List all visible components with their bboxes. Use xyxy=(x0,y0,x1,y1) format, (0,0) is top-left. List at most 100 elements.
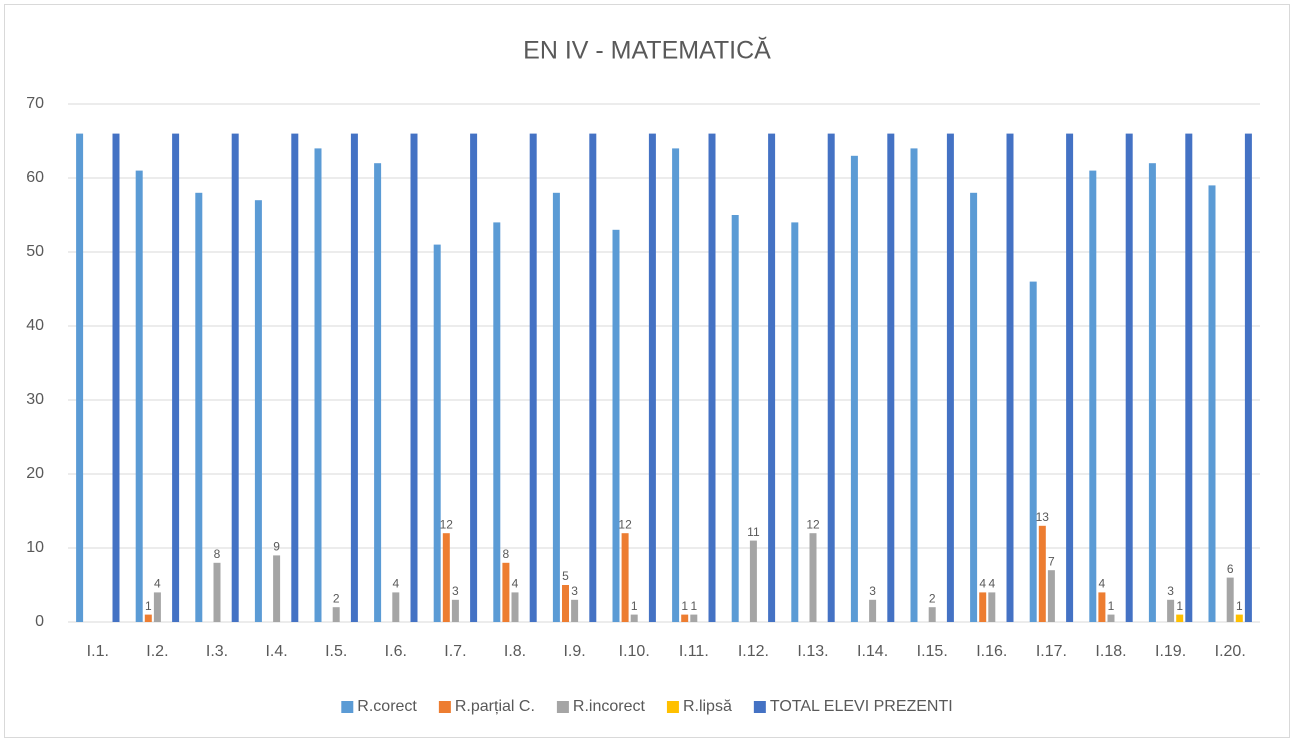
bar xyxy=(273,555,281,622)
bar xyxy=(291,133,299,622)
y-tick-label: 50 xyxy=(26,243,44,260)
bar xyxy=(511,592,519,622)
bar xyxy=(562,585,569,622)
bar xyxy=(529,133,537,622)
legend-swatch xyxy=(438,701,451,713)
y-tick-label: 30 xyxy=(26,391,44,408)
data-label: 1 xyxy=(1236,599,1243,613)
data-label: 11 xyxy=(747,525,760,539)
bar xyxy=(1066,133,1074,622)
bar xyxy=(493,222,501,622)
bar xyxy=(1185,133,1193,622)
bar xyxy=(791,222,799,622)
bar xyxy=(988,592,996,622)
data-label: 4 xyxy=(988,577,995,591)
y-tick-label: 0 xyxy=(35,613,44,630)
data-label: 4 xyxy=(1099,577,1106,591)
y-tick-label: 70 xyxy=(26,95,44,112)
legend-label: R.parțial C. xyxy=(455,698,535,715)
bar xyxy=(410,133,418,622)
bar xyxy=(374,163,382,622)
x-tick-label: I.6. xyxy=(385,643,407,660)
bar xyxy=(672,148,680,622)
data-label: 1 xyxy=(690,599,697,613)
data-label: 3 xyxy=(452,584,459,598)
data-label: 8 xyxy=(503,547,510,561)
x-tick-label: I.16. xyxy=(976,643,1007,660)
legend-swatch xyxy=(753,701,766,713)
bar xyxy=(749,540,757,622)
x-tick-label: I.12. xyxy=(738,643,769,660)
bar xyxy=(850,155,858,623)
bar xyxy=(887,133,895,622)
data-label: 1 xyxy=(681,599,688,613)
bar xyxy=(1208,185,1216,622)
data-label: 8 xyxy=(214,547,221,561)
bar xyxy=(1029,281,1037,622)
data-label: 4 xyxy=(512,577,519,591)
bar xyxy=(254,200,262,622)
bar xyxy=(648,133,656,622)
bar xyxy=(571,599,579,622)
data-label: 7 xyxy=(1048,554,1055,568)
x-tick-label: I.19. xyxy=(1155,643,1186,660)
data-label: 2 xyxy=(333,591,340,605)
bar xyxy=(768,133,776,622)
data-label: 4 xyxy=(392,577,399,591)
x-tick-label: I.7. xyxy=(444,643,466,660)
x-tick-label: I.8. xyxy=(504,643,526,660)
bar xyxy=(1089,170,1097,622)
legend-label: TOTAL ELEVI PREZENTI xyxy=(770,698,953,715)
bar xyxy=(690,614,698,622)
bar xyxy=(1148,163,1156,622)
data-label: 5 xyxy=(562,569,569,583)
legend-label: R.incorect xyxy=(573,698,646,715)
bar xyxy=(928,607,936,622)
bar xyxy=(621,533,629,622)
bar xyxy=(1235,614,1243,622)
bar xyxy=(392,592,400,622)
bar xyxy=(1167,599,1175,622)
bar xyxy=(979,592,987,622)
data-label: 3 xyxy=(571,584,578,598)
bar xyxy=(314,148,322,622)
x-tick-label: I.5. xyxy=(325,643,347,660)
data-label: 3 xyxy=(869,584,876,598)
bar xyxy=(451,599,459,622)
data-label: 1 xyxy=(145,599,152,613)
bar xyxy=(172,133,180,622)
x-tick-label: I.15. xyxy=(917,643,948,660)
x-tick-label: I.18. xyxy=(1095,643,1126,660)
data-label: 6 xyxy=(1227,562,1234,576)
data-label: 12 xyxy=(806,517,820,531)
x-tick-label: I.3. xyxy=(206,643,228,660)
x-tick-label: I.13. xyxy=(797,643,828,660)
data-label: 9 xyxy=(273,540,280,554)
bar xyxy=(708,133,716,622)
legend-swatch xyxy=(666,701,679,713)
bar xyxy=(1226,577,1234,622)
x-tick-label: I.11. xyxy=(679,643,709,660)
bar xyxy=(946,133,954,622)
x-tick-label: I.4. xyxy=(265,643,287,660)
y-tick-label: 40 xyxy=(26,317,44,334)
bar xyxy=(153,592,161,622)
bar xyxy=(1098,592,1106,622)
data-label: 4 xyxy=(979,577,986,591)
x-tick-label: I.17. xyxy=(1036,643,1067,660)
data-label: 4 xyxy=(154,577,161,591)
legend-label: R.corect xyxy=(357,698,417,715)
x-tick-label: I.9. xyxy=(563,643,585,660)
bar xyxy=(731,215,739,622)
bar xyxy=(350,133,358,622)
x-tick-label: I.1. xyxy=(87,643,109,660)
bar xyxy=(612,229,620,623)
bar xyxy=(589,133,597,622)
bar xyxy=(970,192,978,623)
x-tick-label: I.14. xyxy=(857,643,888,660)
x-tick-label: I.2. xyxy=(146,643,168,660)
legend-swatch xyxy=(341,701,354,713)
bar xyxy=(1038,525,1046,622)
bar xyxy=(681,614,689,622)
